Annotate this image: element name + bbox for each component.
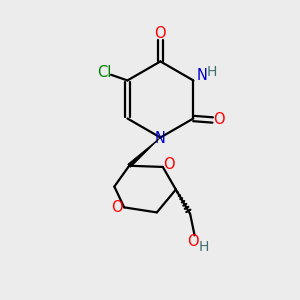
Text: Cl: Cl <box>98 65 112 80</box>
Polygon shape <box>128 137 160 167</box>
Text: H: H <box>199 240 209 254</box>
Text: O: O <box>187 234 199 249</box>
Text: N: N <box>197 68 208 82</box>
Text: O: O <box>111 200 122 215</box>
Text: O: O <box>213 112 225 128</box>
Text: O: O <box>164 157 175 172</box>
Text: N: N <box>154 130 165 146</box>
Text: H: H <box>207 65 217 79</box>
Text: O: O <box>154 26 166 41</box>
